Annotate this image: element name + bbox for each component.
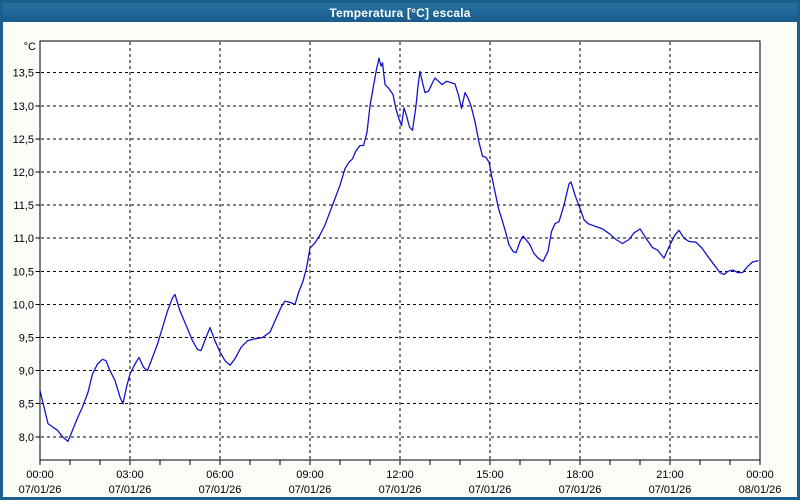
y-tick-label: 13,0 xyxy=(13,101,34,113)
x-tick-time-label: 18:00 xyxy=(566,469,594,481)
y-tick-label: 9,5 xyxy=(19,333,34,345)
y-axis-unit-label: °C xyxy=(24,41,36,53)
x-tick-date-label: 07/01/26 xyxy=(559,484,602,496)
y-tick-label: 9,0 xyxy=(19,366,34,378)
x-tick-date-label: 07/01/26 xyxy=(199,484,242,496)
x-tick-date-label: 07/01/26 xyxy=(19,484,62,496)
x-tick-time-label: 12:00 xyxy=(386,469,414,481)
x-tick-date-label: 07/01/26 xyxy=(109,484,152,496)
y-tick-label: 8,5 xyxy=(19,399,34,411)
window-title: Temperatura [°C] escala xyxy=(329,5,471,20)
x-tick-time-label: 15:00 xyxy=(476,469,504,481)
x-tick-date-label: 07/01/26 xyxy=(379,484,422,496)
y-tick-label: 8,0 xyxy=(19,432,34,444)
x-tick-date-label: 07/01/26 xyxy=(289,484,332,496)
title-bar: Temperatura [°C] escala xyxy=(3,3,797,22)
temperature-series-line xyxy=(39,57,759,443)
x-tick-time-label: 03:00 xyxy=(116,469,144,481)
y-tick-label: 12,5 xyxy=(13,134,34,146)
temperature-chart-canvas: 8,0 8,5 9,0 9,5 10,0 10,5 11,0 11,5 12,0 12,5 13,0… xyxy=(13,40,782,496)
y-tick-label: 11,5 xyxy=(13,200,34,212)
x-tick-time-label: 06:00 xyxy=(206,469,234,481)
x-tick-date-label: 07/01/26 xyxy=(469,484,512,496)
x-tick-date-label: 08/01/26 xyxy=(739,484,782,496)
chart-area: 8,0 8,5 9,0 9,5 10,0 10,5 11,0 11,5 12,0 12,5 13,0… xyxy=(3,22,797,497)
x-tick-time-label: 00:00 xyxy=(26,469,54,481)
x-tick-time-label: 21:00 xyxy=(656,469,684,481)
y-tick-label: 10,0 xyxy=(13,299,34,311)
y-tick-label: 12,0 xyxy=(13,167,34,179)
x-tick-time-label: 09:00 xyxy=(296,469,324,481)
x-tick-time-label: 00:00 xyxy=(746,469,774,481)
y-tick-label: 10,5 xyxy=(13,266,34,278)
y-tick-label: 13,5 xyxy=(13,68,34,80)
y-tick-label: 11,0 xyxy=(13,233,34,245)
x-tick-date-label: 07/01/26 xyxy=(649,484,692,496)
